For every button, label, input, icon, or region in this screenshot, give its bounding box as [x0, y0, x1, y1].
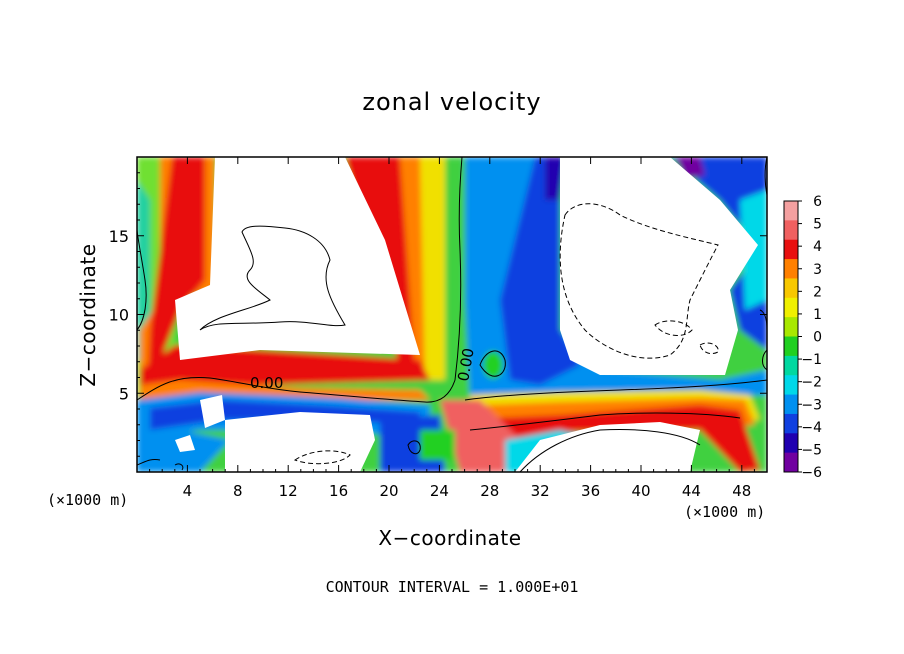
- x-axis: 4 8 12 16 20 24 28 32 36 40 44 48: [149, 157, 755, 500]
- x-tick-label: 48: [732, 482, 751, 500]
- colorbar-tick-label: 0: [813, 330, 822, 346]
- y-tick-label: 15: [109, 227, 129, 246]
- colorbar-swatch: [784, 433, 798, 454]
- x-tick-label: 24: [430, 482, 449, 500]
- velocity-field: [137, 157, 767, 472]
- x-tick-label: 32: [531, 482, 550, 500]
- x-tick-label: 36: [581, 482, 600, 500]
- colorbar-swatch: [784, 259, 798, 279]
- colorbar: 6 5 4 3 2 1 0 −1 −2 −3 −4 −5 −6: [783, 194, 822, 481]
- y-axis-label: Z−coordinate: [76, 243, 100, 387]
- y-tick-label: 5: [119, 384, 129, 403]
- colorbar-swatch: [784, 297, 798, 318]
- colorbar-tick-label: −3: [801, 397, 822, 413]
- colorbar-swatch: [784, 394, 798, 415]
- colorbar-tick-label: −4: [801, 420, 822, 436]
- colorbar-swatch: [784, 355, 798, 376]
- colorbar-tick-label: 1: [813, 307, 822, 323]
- x-unit-label-right: (×1000 m): [684, 503, 766, 521]
- colorbar-swatch: [784, 239, 798, 260]
- colorbar-swatch: [784, 278, 798, 299]
- colorbar-swatch: [784, 220, 798, 241]
- x-tick-label: 12: [279, 482, 298, 500]
- colorbar-swatch: [784, 336, 798, 357]
- colorbar-swatch: [784, 413, 798, 434]
- colorbar-tick-label: 3: [813, 262, 822, 278]
- colorbar-swatch: [784, 317, 798, 337]
- y-axis: 5 10 15: [109, 172, 767, 457]
- contour-interval-note: CONTOUR INTERVAL = 1.000E+01: [325, 578, 579, 596]
- colorbar-tick-label: 5: [813, 217, 822, 233]
- colorbar-tick-label: 6: [813, 194, 822, 210]
- colorbar-swatch: [784, 375, 798, 396]
- colorbar-tick-label: −1: [801, 352, 822, 368]
- colorbar-tick-label: 4: [813, 239, 822, 255]
- x-tick-label: 20: [379, 482, 398, 500]
- x-tick-label: 44: [682, 482, 701, 500]
- x-axis-label: X−coordinate: [378, 526, 522, 550]
- colorbar-tick-label: −5: [801, 442, 822, 458]
- x-tick-label: 40: [631, 482, 650, 500]
- x-unit-label-left: (×1000 m): [47, 491, 129, 509]
- colorbar-tick-label: 2: [813, 284, 822, 300]
- chart-title: zonal velocity: [362, 88, 542, 116]
- colorbar-tick-label: −2: [801, 375, 822, 391]
- x-tick-label: 4: [183, 482, 193, 500]
- x-tick-label: 16: [329, 482, 348, 500]
- y-tick-label: 10: [109, 306, 129, 325]
- x-tick-label: 28: [480, 482, 499, 500]
- x-tick-label: 8: [233, 482, 243, 500]
- contour-label: 0.00: [250, 374, 283, 392]
- contour-label: 0.00: [454, 347, 478, 383]
- colorbar-tick-label: −6: [801, 465, 822, 481]
- negative-contour-lines: [293, 203, 719, 465]
- colorbar-swatch: [784, 201, 798, 221]
- colorbar-swatch: [784, 452, 798, 473]
